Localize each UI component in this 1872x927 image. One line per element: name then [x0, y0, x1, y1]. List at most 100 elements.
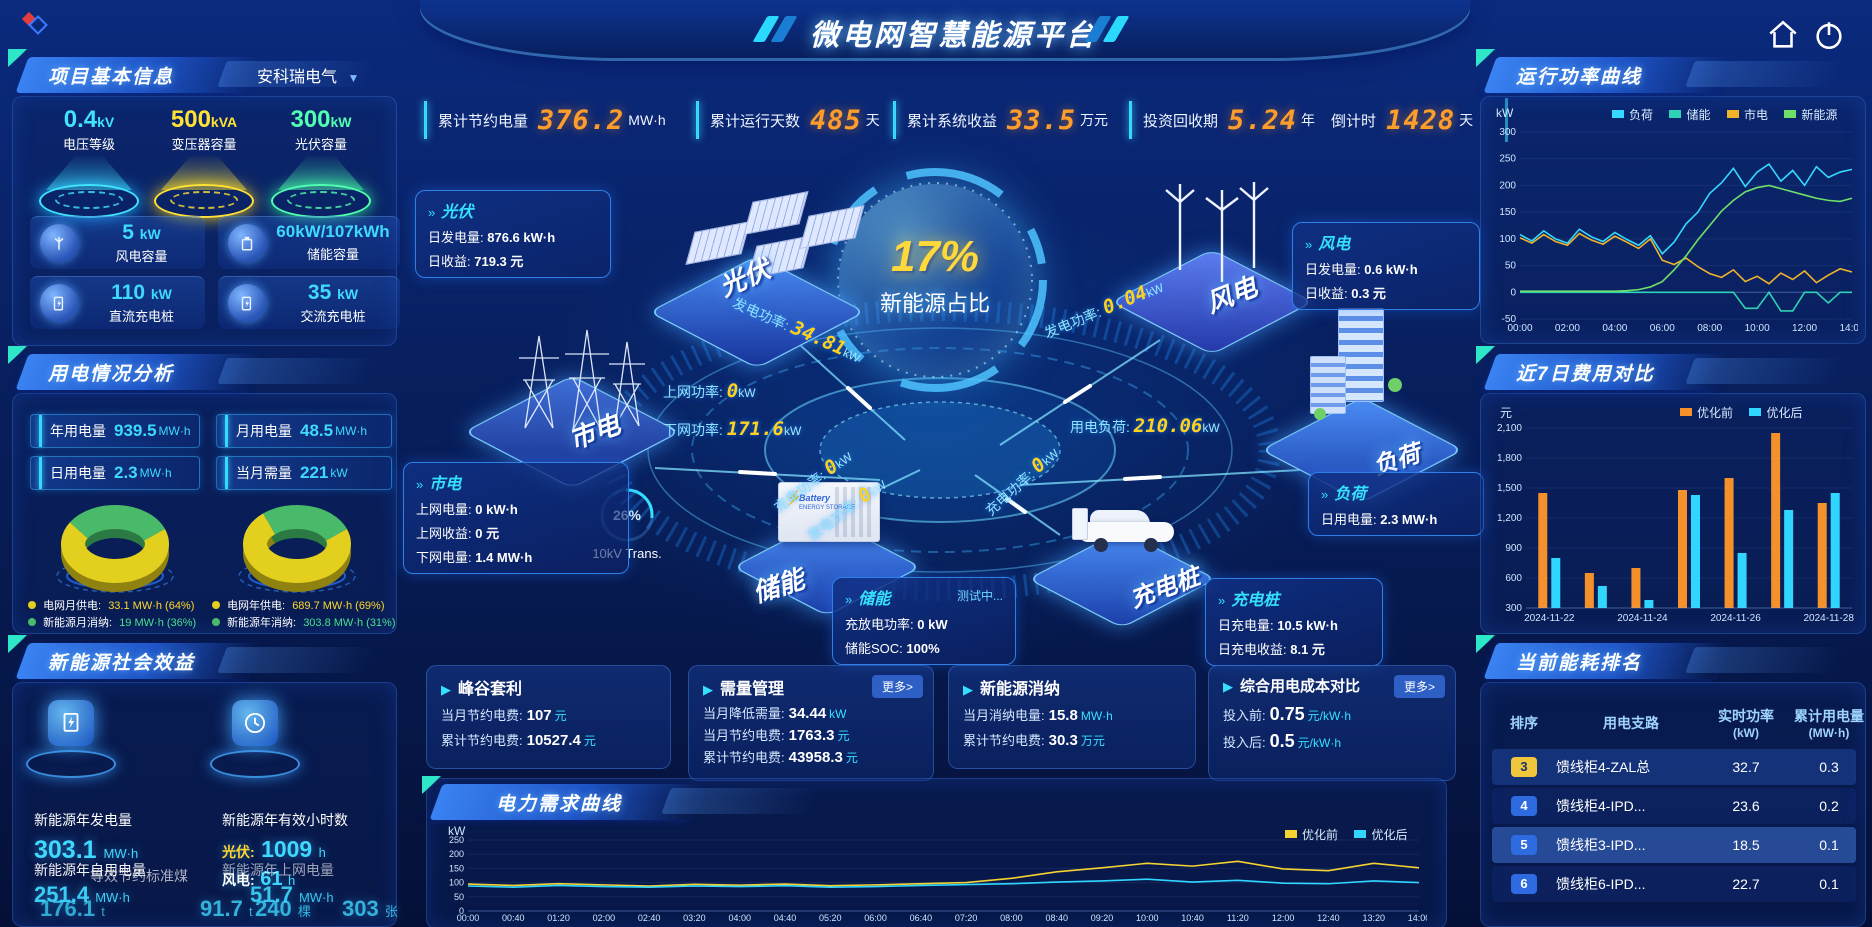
panel-ranking-header: 当前能耗排名	[1476, 635, 1864, 681]
legend-chip	[1680, 408, 1692, 416]
svg-text:50: 50	[454, 892, 464, 902]
panel-run-power	[1480, 96, 1866, 344]
svg-text:02:00: 02:00	[1555, 323, 1580, 334]
ranking-row[interactable]: 3 馈线柜4-ZAL总 32.7 0.3	[1492, 749, 1856, 785]
svg-text:2024-11-28: 2024-11-28	[1804, 613, 1855, 624]
svg-text:300: 300	[1499, 127, 1516, 138]
storage-status: 测试中...	[956, 589, 1003, 603]
generation-value: 303.1 MW·h	[34, 836, 139, 864]
demand-more-button[interactable]: 更多>	[871, 675, 923, 698]
kpi-saved-energy: 累计节约电量 376.2 MW·h	[424, 98, 696, 142]
rank-badge: 3	[1511, 757, 1537, 777]
svg-text:06:00: 06:00	[864, 913, 887, 923]
svg-text:-50: -50	[1502, 314, 1517, 325]
cost-more-button[interactable]: 更多>	[1393, 675, 1445, 698]
svg-text:00:00: 00:00	[457, 913, 480, 923]
svg-text:14:00: 14:00	[1839, 323, 1858, 334]
legend-chip	[1784, 110, 1797, 118]
green-dot-icon	[212, 618, 220, 626]
svg-text:11:20: 11:20	[1227, 913, 1249, 923]
company-dropdown[interactable]: 安科瑞电气 ▼	[257, 69, 360, 86]
usage-day: 日用电量 2.3 MW·h	[30, 456, 200, 490]
storage-container-art: ⚡ Battery ENERGY STORAGE	[778, 482, 880, 542]
year-renewable-legend: 新能源年消纳: 303.8 MW·h (31%)	[212, 614, 396, 630]
pv-hours-value: 光伏: 1009 h	[222, 836, 326, 862]
cost-y-unit: 元	[1500, 406, 1513, 420]
load-building-art	[1308, 308, 1418, 433]
panel-cost-header: 近7日费用对比	[1476, 346, 1864, 392]
svg-text:04:00: 04:00	[1602, 323, 1627, 334]
svg-text:150: 150	[449, 863, 464, 873]
load-info-box: » 负荷 日用电量: 2.3 MW·h	[1308, 472, 1484, 536]
certs-value: 303 张	[342, 896, 398, 921]
yellow-dot-icon	[212, 601, 220, 609]
svg-text:2024-11-22: 2024-11-22	[1524, 613, 1575, 624]
svg-text:12:00: 12:00	[1272, 913, 1295, 923]
flow-charger-power: 充电功率: 0kW	[982, 446, 1062, 519]
kpi-run-days: 累计运行天数 485 天	[696, 98, 893, 142]
card-cost-compare: ▶ 综合用电成本对比 更多> 投入前: 0.75 元/kW·h 投入后: 0.5 元/kW…	[1208, 665, 1456, 781]
kpi-bar: 累计节约电量 376.2 MW·h 累计运行天数 485 天 累计系统收益 33…	[424, 98, 1508, 142]
co2-value: 91.7 t	[200, 896, 253, 921]
rank-badge: 5	[1511, 835, 1537, 855]
ranking-row[interactable]: 4 馈线柜4-IPD... 23.6 0.2	[1492, 788, 1856, 824]
svg-text:06:00: 06:00	[1650, 323, 1675, 334]
flow-to-grid: 上网功率: 0kW	[663, 380, 756, 402]
svg-text:09:20: 09:20	[1091, 913, 1114, 923]
panel-benefits-header: 新能源社会效益	[8, 635, 395, 681]
svg-text:00:00: 00:00	[1507, 323, 1532, 334]
hours-label: 新能源年有效小时数	[222, 812, 348, 828]
power-button[interactable]	[1812, 18, 1846, 52]
year-grid-legend: 电网年供电: 689.7 MW·h (69%)	[212, 597, 385, 613]
ranking-table: 排序 用电支路 实时功率 (kW) 累计用电量 (MW·h) 3 馈线柜4-ZAL总…	[1492, 700, 1864, 902]
svg-text:50: 50	[1505, 261, 1517, 272]
month-grid-legend: 电网月供电: 33.1 MW·h (64%)	[28, 597, 194, 613]
wind-capacity-card: 5 kW 风电容量	[30, 216, 205, 269]
dc-charger-card: 110 kW 直流充电桩	[30, 276, 205, 329]
card-demand-mgmt: ▶ 需量管理 更多> 当月降低需量: 34.44 kW 当月节约电费: 1763.3 元 …	[688, 665, 934, 781]
generation-pedestal	[16, 700, 126, 778]
storage-capacity-card: 60kW/107kWh 储能容量	[218, 216, 400, 269]
svg-text:900: 900	[1505, 543, 1522, 554]
rank-badge: 4	[1511, 796, 1537, 816]
charger-post-icon	[1072, 508, 1088, 540]
svg-text:14:00: 14:00	[1408, 913, 1427, 923]
demand-y-unit: kW	[448, 824, 466, 838]
svg-text:300: 300	[1505, 603, 1522, 614]
home-button[interactable]	[1766, 18, 1800, 52]
svg-text:1,800: 1,800	[1497, 453, 1522, 464]
svg-text:08:00: 08:00	[1000, 913, 1023, 923]
svg-text:02:00: 02:00	[593, 913, 616, 923]
wind-info-box: » 风电 日发电量: 0.6 kW·h 日收益: 0.3 元	[1292, 222, 1480, 310]
svg-text:12:00: 12:00	[1792, 323, 1817, 334]
trees-value: 240 棵	[255, 896, 311, 921]
svg-text:05:20: 05:20	[819, 913, 842, 923]
demand-curve-chart: 250 200 150 100 50 000:00 00:40 01:20 02:00 02:40…	[449, 836, 1427, 923]
ranking-row[interactable]: 5 馈线柜3-IPD... 18.5 0.1	[1492, 827, 1856, 863]
demand-legend[interactable]: 优化前 优化后	[1285, 826, 1419, 844]
month-renewable-legend: 新能源月消纳: 19 MW·h (36%)	[28, 614, 196, 630]
month-energy-donut	[56, 505, 174, 593]
power-icon	[1816, 22, 1842, 50]
run-legend[interactable]: 负荷 储能 市电 新能源	[1612, 106, 1849, 124]
ranking-row[interactable]: 6 馈线柜6-IPD... 22.7 0.1	[1492, 866, 1856, 902]
legend-chip	[1726, 110, 1739, 118]
storage-info-box: » 储能 测试中... 充放电功率: 0 kW 储能SOC: 100%	[832, 577, 1016, 665]
svg-text:07:20: 07:20	[955, 913, 978, 923]
app-logo	[21, 10, 48, 35]
panel-demand-header: 电力需求曲线	[422, 776, 1445, 822]
cost-legend[interactable]: 优化前 优化后	[1680, 404, 1814, 422]
self-use-value: 251.4 MW·h	[34, 882, 130, 907]
ev-car-art	[1072, 508, 1192, 558]
svg-text:100: 100	[1499, 234, 1516, 245]
svg-text:12:40: 12:40	[1317, 913, 1340, 923]
svg-text:06:40: 06:40	[910, 913, 933, 923]
svg-text:2,100: 2,100	[1497, 423, 1522, 434]
svg-text:200: 200	[1499, 180, 1516, 191]
rank-badge: 6	[1511, 874, 1537, 894]
renewable-percent: 17%	[890, 232, 980, 281]
yellow-dot-icon	[28, 601, 36, 609]
svg-text:1,200: 1,200	[1497, 513, 1522, 524]
